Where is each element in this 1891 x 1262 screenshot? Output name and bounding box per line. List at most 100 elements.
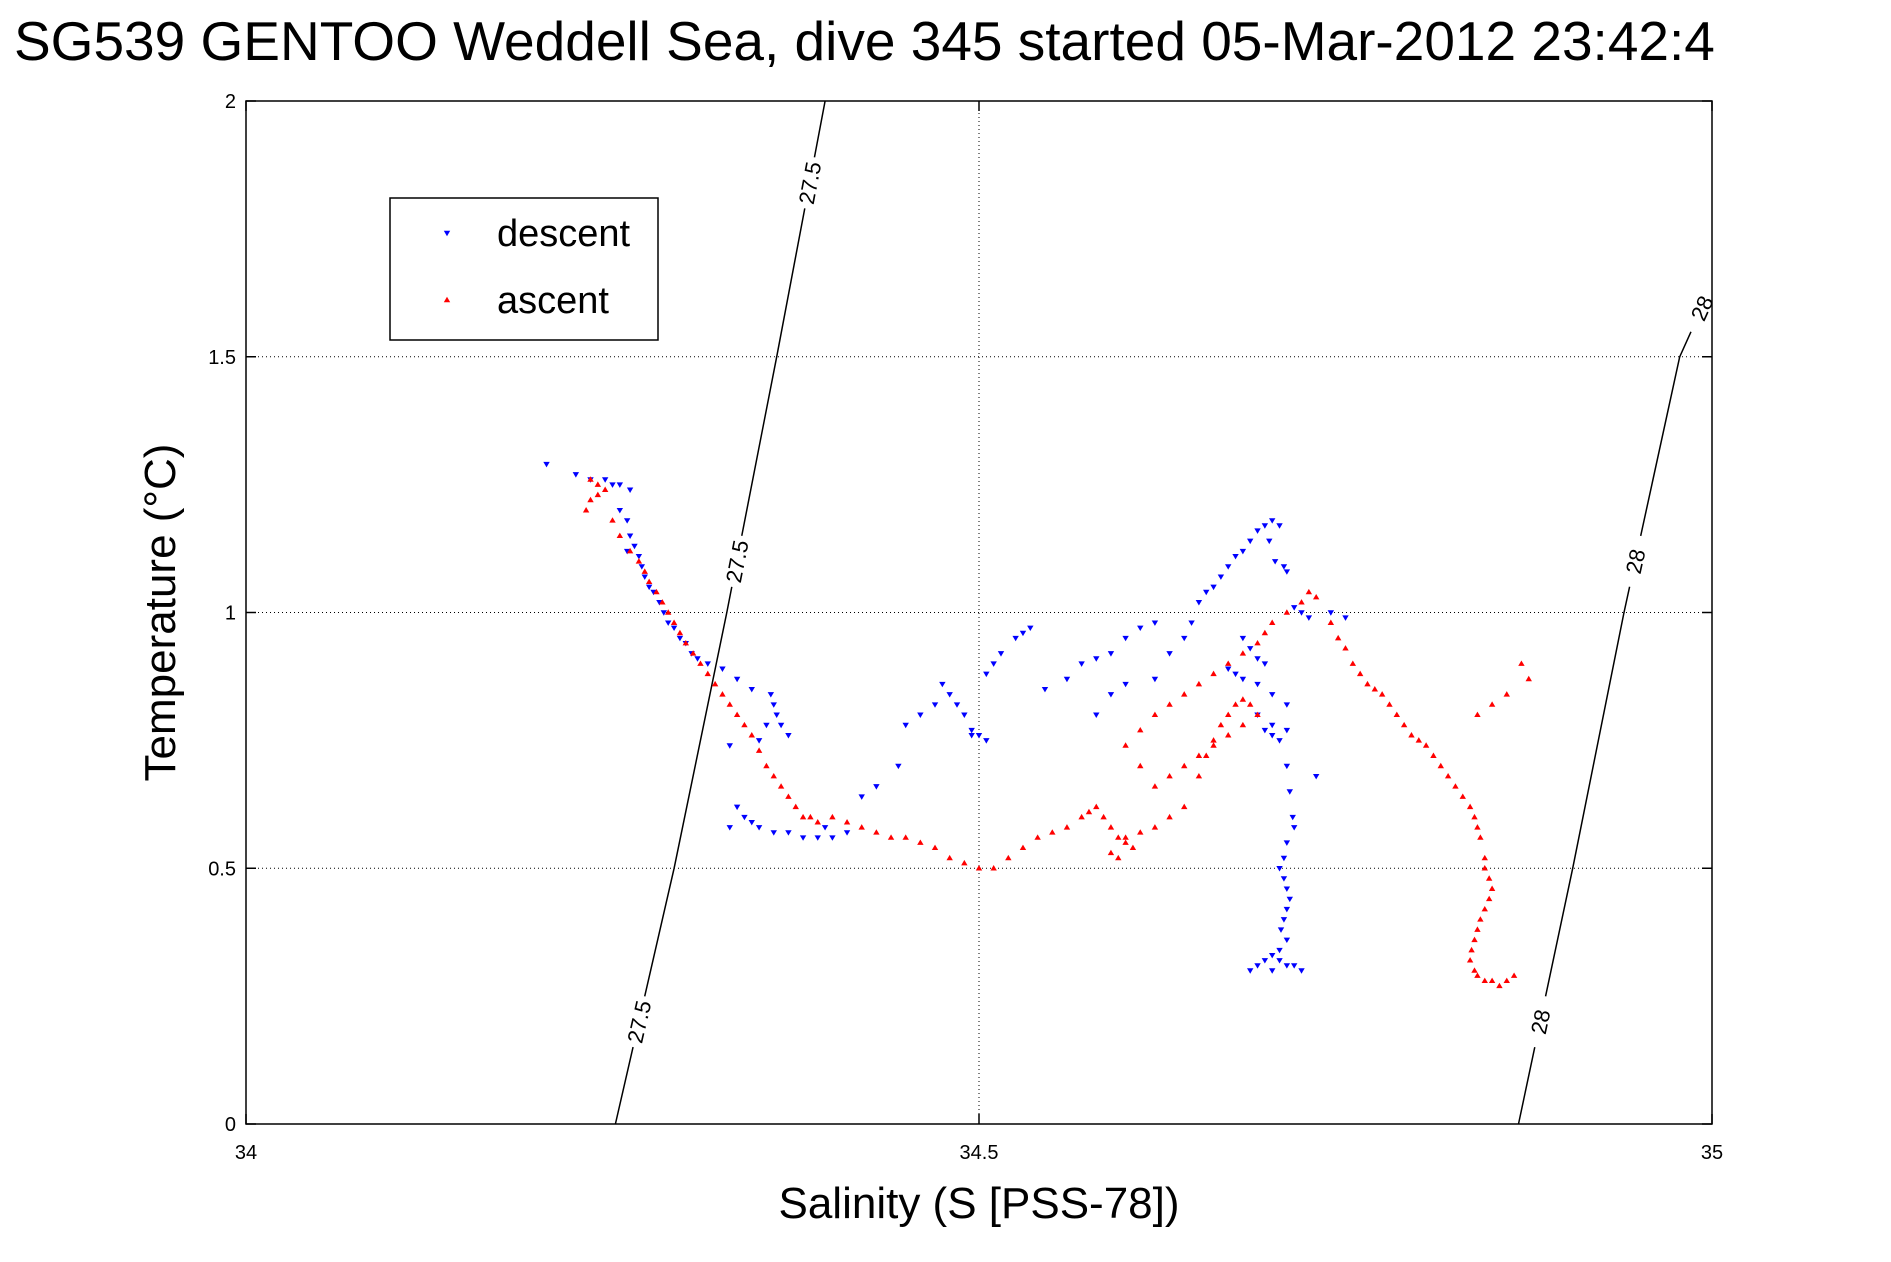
axis-ticks: 34 34.5 35 0 0.5 1 1.5 2 [208, 91, 1723, 1164]
descent-point [1078, 661, 1085, 667]
ascent-point [975, 865, 983, 871]
descent-point [1225, 564, 1232, 570]
descent-point [1217, 574, 1225, 580]
ascent-point [1481, 865, 1488, 871]
ascent-point [1305, 588, 1313, 595]
descent-point [741, 814, 748, 821]
contour-label-background [1616, 533, 1654, 590]
descent-point [961, 712, 968, 718]
ascent-point [1107, 824, 1115, 830]
ascent-point [990, 865, 997, 871]
ascent-point [1239, 696, 1247, 702]
ascent-point [682, 639, 689, 646]
descent-point [821, 825, 829, 831]
descent-point [1276, 866, 1283, 872]
descent-point [1280, 876, 1288, 882]
ascent-point [1247, 701, 1254, 707]
ascent-point [1471, 967, 1478, 973]
descent-point [748, 686, 755, 693]
descent-point [670, 625, 678, 632]
ascent-point [626, 547, 634, 554]
ascent-point [1349, 660, 1357, 666]
descent-point [953, 702, 961, 708]
descent-point [770, 830, 777, 836]
descent-point [843, 830, 851, 836]
ascent-point [1488, 885, 1496, 891]
x-tick-label: 34 [235, 1142, 257, 1164]
descent-point [1239, 676, 1247, 683]
ascent-point [1115, 834, 1122, 840]
ascent-point [1415, 737, 1422, 743]
descent-point [626, 487, 634, 493]
ascent-point [1203, 752, 1210, 758]
ascent-point [1034, 834, 1041, 840]
descent-point [902, 722, 909, 729]
ascent-point [1471, 813, 1478, 820]
ascent-point [587, 496, 594, 503]
descent-point [1188, 620, 1195, 626]
descent-point [733, 676, 741, 683]
ascent-point [902, 834, 909, 840]
descent-point [1232, 553, 1239, 560]
descent-point [1342, 615, 1349, 621]
descent-point [1280, 564, 1288, 570]
ascent-point [1481, 905, 1488, 912]
ascent-point [1481, 854, 1488, 861]
descent-point [858, 794, 865, 800]
descent-point [1019, 630, 1027, 637]
ascent-point [1471, 936, 1478, 943]
descent-point [676, 635, 684, 642]
ascent-point [689, 650, 697, 656]
ascent-point [1122, 839, 1129, 845]
descent-point [1261, 523, 1269, 529]
descent-point [931, 702, 939, 708]
ascent-point [1378, 691, 1386, 697]
descent-legend-marker [443, 230, 451, 237]
descent-point [1247, 538, 1254, 545]
ascent-point [645, 578, 653, 585]
ascent-point [1466, 957, 1474, 963]
descent-point [1151, 676, 1159, 683]
descent-point [1283, 702, 1291, 708]
descent-point [968, 733, 975, 739]
ascent-point [670, 619, 678, 625]
descent-point [1298, 968, 1305, 974]
descent-point [616, 507, 624, 514]
ascent-point [594, 491, 602, 498]
descent-point [1239, 635, 1247, 642]
ascent-point [665, 609, 672, 615]
y-tick-label: 0.5 [208, 858, 236, 880]
ascent-point [829, 813, 836, 820]
descent-point [1289, 814, 1296, 821]
y-tick-label: 0 [225, 1114, 236, 1136]
descent-point [1122, 681, 1129, 688]
descent-point [660, 610, 668, 616]
descent-point [755, 825, 763, 831]
ascent-legend-marker [443, 296, 451, 303]
descent-point [1283, 886, 1291, 892]
ascent-point [1078, 813, 1085, 820]
descent-point [733, 804, 741, 811]
ascent-point [1093, 803, 1100, 810]
y-tick-label: 1.5 [208, 347, 236, 369]
ascent-point [594, 481, 602, 487]
ascent-point [1474, 824, 1481, 830]
ascent-point [799, 813, 807, 820]
descent-point [1269, 968, 1276, 974]
descent-point [1122, 635, 1129, 642]
ascent-point [1269, 619, 1276, 625]
ascent-point [1327, 619, 1335, 625]
descent-point [1283, 963, 1291, 969]
ascent-point [635, 558, 643, 564]
contour-label-background [719, 533, 755, 590]
ascent-point [1129, 844, 1137, 851]
descent-point [1269, 722, 1276, 729]
contour-label-background [791, 154, 828, 211]
ascent-point [1210, 737, 1217, 743]
descent-point [631, 543, 638, 550]
descent-point [609, 482, 616, 488]
ascent-point [1386, 701, 1393, 707]
ascent-point [1049, 829, 1056, 835]
ascent-point [1503, 977, 1510, 984]
y-axis-label: Temperature (°C) [136, 444, 185, 782]
